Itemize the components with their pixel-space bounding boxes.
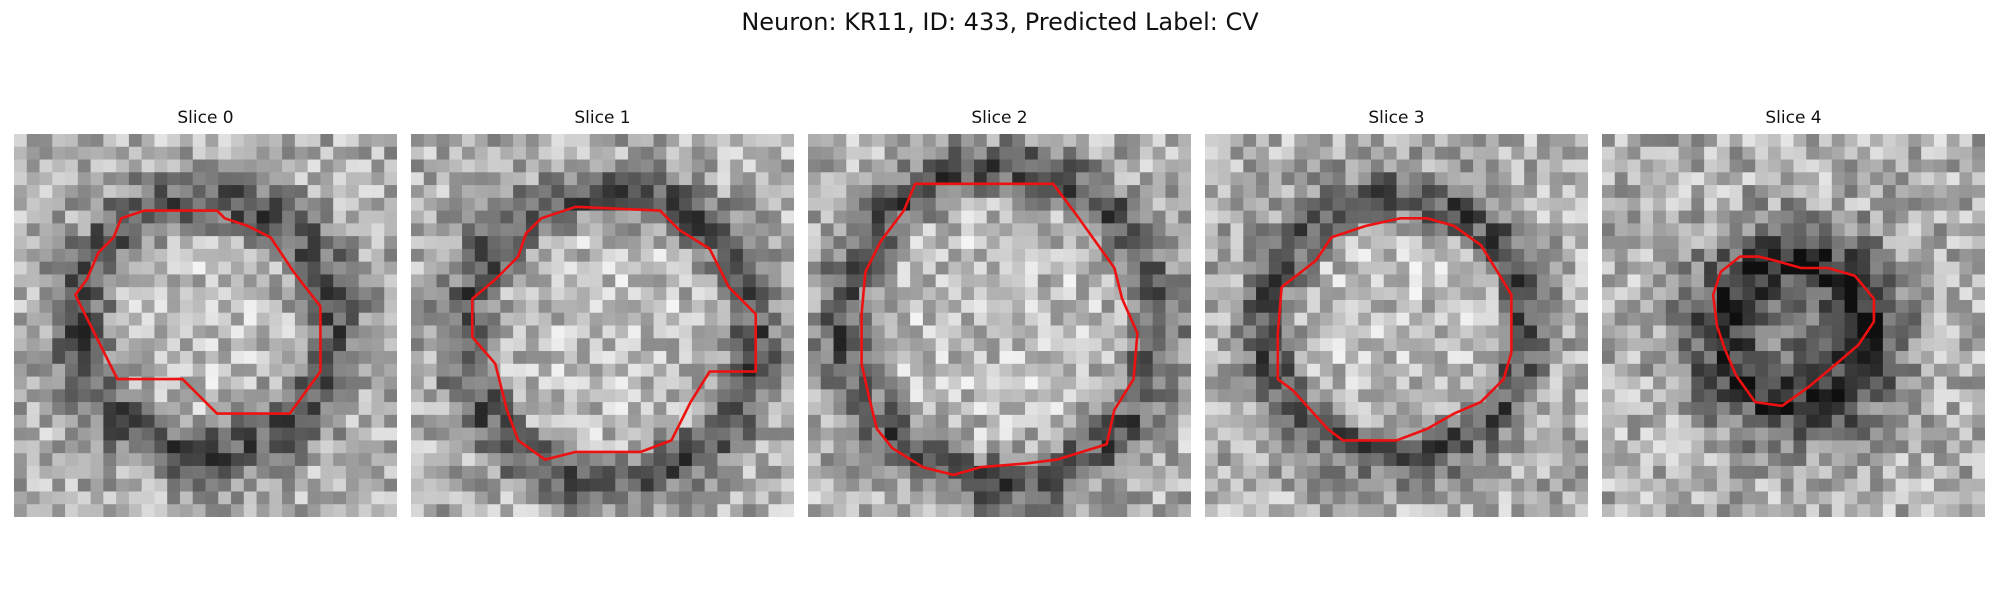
cell-contour — [860, 182, 1139, 477]
slice-image — [808, 134, 1191, 517]
cell-contour — [73, 209, 322, 415]
slice-panel-2: Slice 2 — [808, 108, 1191, 518]
slice-title: Slice 2 — [971, 108, 1028, 128]
slice-image — [1602, 134, 1985, 517]
figure-title: Neuron: KR11, ID: 433, Predicted Label: … — [741, 8, 1259, 36]
slice-title: Slice 0 — [177, 108, 234, 128]
slice-panel-1: Slice 1 — [411, 108, 794, 518]
slice-title: Slice 4 — [1765, 108, 1822, 128]
cell-contour — [1711, 255, 1876, 408]
slice-panel-0: Slice 0 — [14, 108, 397, 518]
cell-contour — [1276, 217, 1513, 442]
slice-panel-4: Slice 4 — [1602, 108, 1985, 518]
slice-panel-3: Slice 3 — [1205, 108, 1588, 518]
slice-image — [1205, 134, 1588, 517]
cell-contour — [470, 205, 758, 461]
slice-title: Slice 3 — [1368, 108, 1425, 128]
slice-image — [411, 134, 794, 517]
slice-image — [14, 134, 397, 517]
slice-title: Slice 1 — [574, 108, 631, 128]
